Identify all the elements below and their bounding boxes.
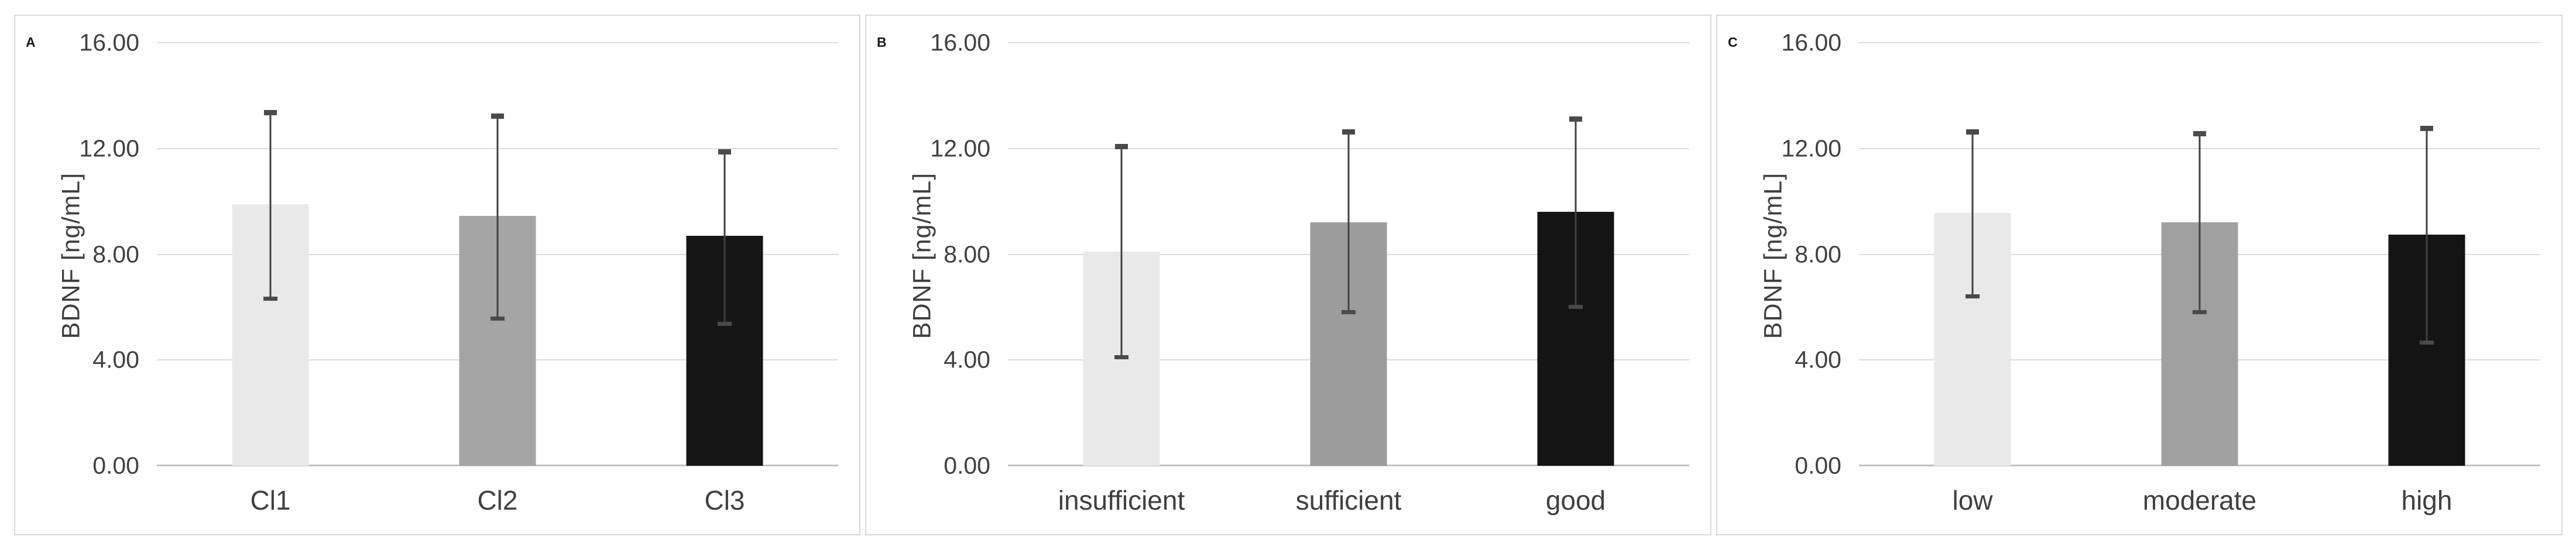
panel-c: C BDNF [ng/mL] 0.00 4.00 8.00 12.00 16.0…: [1716, 15, 2563, 535]
plot-area: 0.00 4.00 8.00 12.00 16.00 Cl1 Cl2: [79, 29, 838, 515]
y-tick-label: 8.00: [944, 240, 990, 267]
error-cap-top: [490, 114, 504, 119]
y-tick-label: 4.00: [92, 346, 139, 373]
error-cap-top: [1569, 116, 1582, 122]
category-label: low: [1952, 485, 1993, 515]
error-cap-bottom: [1568, 304, 1583, 309]
bar-group: moderate: [2086, 43, 2313, 515]
bar-group: good: [1462, 43, 1689, 515]
category-label: high: [2401, 485, 2452, 515]
bar-group: low: [1859, 43, 2086, 515]
panel-b: B BDNF [ng/mL] 0.00 4.00 8.00 12.00 16.0…: [865, 15, 1711, 535]
category-label: moderate: [2142, 485, 2257, 515]
y-axis-title: BDNF [ng/mL]: [57, 172, 85, 339]
category-label: good: [1545, 485, 1606, 515]
y-tick-label: 16.00: [930, 29, 990, 56]
y-tick-label: 0.00: [944, 452, 990, 479]
category-label: sufficient: [1295, 485, 1402, 515]
bar-group: Cl3: [611, 43, 838, 515]
y-tick-label: 0.00: [1795, 452, 1841, 479]
gridline: [1859, 42, 2540, 43]
error-bar: [2426, 127, 2428, 343]
error-cap-bottom: [717, 322, 732, 326]
y-tick-label: 12.00: [1781, 135, 1841, 162]
error-cap-top: [263, 109, 277, 115]
y-axis-title: BDNF [ng/mL]: [1759, 172, 1788, 339]
error-cap-bottom: [1114, 355, 1128, 359]
error-bar: [496, 115, 499, 319]
error-cap-top: [1342, 129, 1355, 135]
bar-group: Cl1: [157, 43, 384, 515]
error-cap-bottom: [2419, 340, 2434, 345]
panel-a-label: A: [26, 35, 36, 50]
y-tick-label: 16.00: [1781, 29, 1841, 56]
bar-group: high: [2313, 43, 2540, 515]
gridline: [157, 42, 838, 43]
panel-b-label: B: [877, 35, 887, 50]
y-tick-label: 12.00: [79, 135, 139, 162]
y-tick-label: 8.00: [1795, 240, 1841, 267]
plot-area: 0.00 4.00 8.00 12.00 16.00 low moderate: [1781, 29, 2540, 515]
plot-area: 0.00 4.00 8.00 12.00 16.00 insufficient …: [930, 29, 1689, 515]
error-bar: [1347, 131, 1350, 312]
error-cap-top: [2193, 130, 2206, 136]
error-cap-top: [1966, 129, 1979, 135]
y-tick-label: 16.00: [79, 29, 139, 56]
y-axis-title: BDNF [ng/mL]: [908, 172, 937, 339]
bar-group: sufficient: [1235, 43, 1462, 515]
gridline: [1008, 42, 1689, 43]
y-tick-label: 4.00: [944, 346, 990, 373]
error-cap-bottom: [263, 297, 277, 301]
category-label: Cl1: [250, 485, 291, 515]
y-tick-label: 8.00: [92, 240, 139, 267]
y-tick-label: 4.00: [1795, 346, 1841, 373]
error-cap-bottom: [2192, 310, 2207, 314]
error-cap-bottom: [1341, 310, 1356, 314]
y-tick-label: 12.00: [930, 135, 990, 162]
panel-c-label: C: [1728, 35, 1738, 50]
error-cap-bottom: [490, 317, 505, 321]
category-label: insufficient: [1058, 485, 1185, 515]
error-bar: [2198, 132, 2201, 312]
error-cap-top: [718, 149, 731, 155]
y-tick-label: 0.00: [92, 452, 139, 479]
category-label: Cl3: [704, 485, 745, 515]
bar-group: Cl2: [384, 43, 611, 515]
error-cap-top: [1114, 144, 1128, 150]
panel-a: A BDNF [ng/mL] 0.00 4.00 8.00 12.00 16.0…: [14, 15, 860, 535]
error-cap-top: [2420, 125, 2433, 131]
bar-group: insufficient: [1008, 43, 1235, 515]
error-bar: [1120, 146, 1123, 358]
error-bar: [1971, 131, 1974, 297]
error-cap-bottom: [1965, 294, 1980, 298]
category-label: Cl2: [477, 485, 518, 515]
error-bar: [269, 111, 272, 300]
error-bar: [723, 151, 726, 325]
error-bar: [1575, 118, 1577, 307]
